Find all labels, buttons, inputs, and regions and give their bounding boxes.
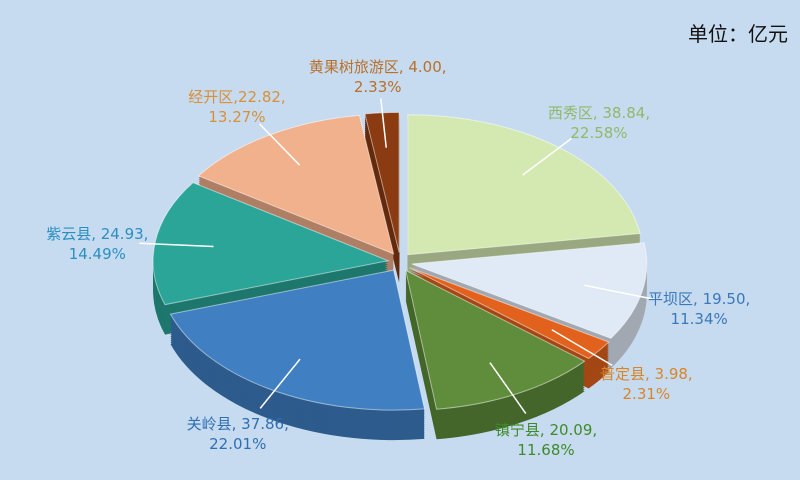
leader-line — [380, 98, 388, 148]
slice — [411, 242, 648, 339]
slice — [197, 114, 395, 255]
data-label: 紫云县, 24.93, 14.49% — [46, 224, 149, 263]
data-label: 平坝区, 19.50, 11.34% — [648, 290, 751, 329]
leader-line — [259, 358, 301, 409]
slice — [409, 267, 610, 360]
leader-line — [259, 123, 301, 166]
leader-line — [584, 284, 658, 301]
data-label: 关岭县, 37.86, 22.01% — [186, 414, 289, 453]
leader-line — [489, 362, 527, 414]
data-label: 镇宁县, 20.09, 11.68% — [494, 420, 598, 459]
leader-line — [522, 137, 572, 176]
slice — [152, 182, 390, 306]
data-label: 经开区,22.82, 13.27% — [188, 87, 286, 126]
leader-line — [551, 329, 613, 367]
slice — [169, 269, 426, 411]
data-label: 普定县, 3.98, 2.31% — [599, 365, 693, 404]
leader-line — [139, 242, 214, 248]
data-label: 黄果树旅游区, 4.00, 2.33% — [308, 58, 447, 97]
slice — [405, 269, 586, 410]
data-label: 西秀区, 38.84, 22.58% — [547, 104, 651, 143]
slice — [407, 114, 641, 256]
unit-label: 单位：亿元 — [688, 22, 788, 46]
